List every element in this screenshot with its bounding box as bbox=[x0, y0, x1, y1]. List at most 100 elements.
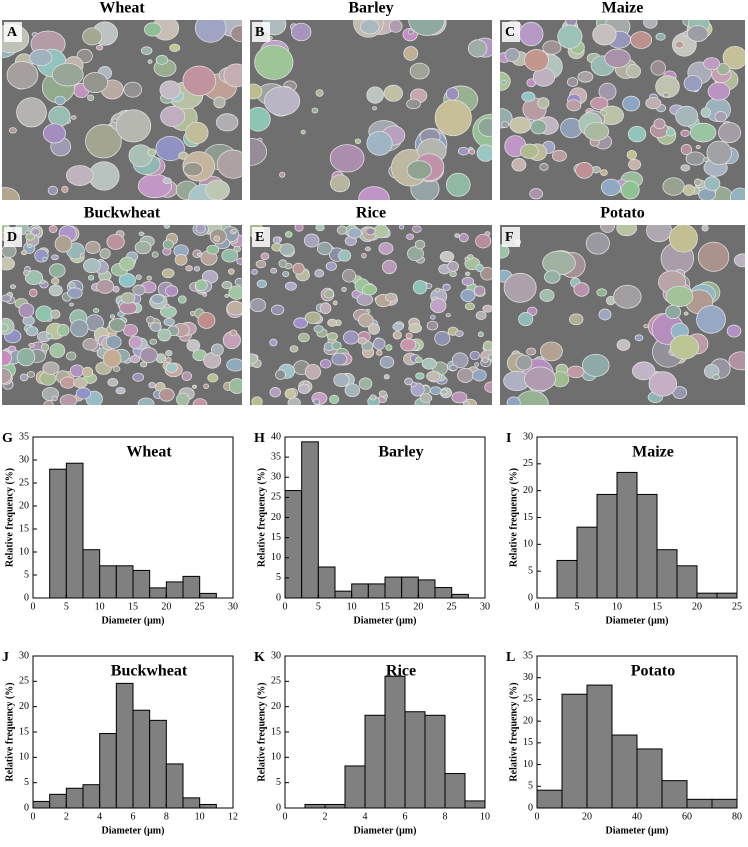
granule bbox=[447, 261, 459, 272]
granule bbox=[451, 391, 468, 404]
granule bbox=[509, 116, 532, 134]
granule bbox=[700, 107, 712, 118]
granule bbox=[406, 98, 421, 110]
granule bbox=[270, 304, 285, 316]
granule bbox=[347, 227, 362, 239]
panel-label-bg bbox=[4, 22, 22, 42]
bar bbox=[149, 719, 167, 809]
bar bbox=[404, 711, 426, 809]
granule bbox=[46, 333, 53, 339]
granule bbox=[2, 368, 12, 384]
granule bbox=[643, 20, 658, 29]
granule bbox=[406, 233, 414, 240]
granule bbox=[379, 355, 395, 369]
granule bbox=[414, 239, 426, 250]
bar bbox=[199, 803, 217, 809]
bar bbox=[401, 576, 419, 599]
granule bbox=[406, 160, 432, 180]
granule bbox=[583, 122, 610, 141]
granule bbox=[122, 323, 138, 337]
bar bbox=[424, 714, 446, 809]
y-tick-label: 30 bbox=[19, 650, 29, 661]
bar bbox=[65, 787, 84, 809]
granule bbox=[304, 363, 321, 380]
granule bbox=[272, 236, 281, 244]
panel-label-bg bbox=[252, 22, 270, 42]
granule bbox=[665, 285, 694, 307]
y-tick-label: 0 bbox=[24, 592, 29, 603]
bar bbox=[49, 468, 67, 599]
granule bbox=[120, 292, 136, 304]
y-tick-label: 0 bbox=[24, 802, 29, 813]
granule bbox=[468, 148, 476, 155]
granule bbox=[147, 59, 153, 64]
granule bbox=[477, 331, 484, 338]
granule bbox=[445, 313, 451, 318]
granule bbox=[383, 84, 403, 102]
y-tick-label: 15 bbox=[19, 523, 29, 534]
granule bbox=[467, 39, 488, 58]
granule bbox=[628, 158, 642, 171]
granule bbox=[105, 335, 122, 349]
granule bbox=[409, 62, 430, 80]
granule bbox=[192, 398, 208, 405]
micrograph bbox=[500, 20, 745, 200]
granule bbox=[653, 118, 666, 130]
granule bbox=[539, 341, 563, 362]
y-tick-label: 20 bbox=[19, 500, 29, 511]
granule bbox=[83, 258, 101, 274]
granule bbox=[634, 334, 644, 342]
granule bbox=[577, 71, 594, 83]
bar bbox=[417, 579, 436, 599]
x-tick-label: 30 bbox=[228, 601, 238, 612]
y-tick-label: 35 bbox=[19, 431, 29, 442]
granule bbox=[356, 293, 374, 306]
y-tick-label: 15 bbox=[523, 512, 533, 523]
granule bbox=[68, 282, 76, 289]
granule bbox=[383, 374, 390, 380]
bar bbox=[317, 566, 336, 599]
granule bbox=[457, 146, 470, 156]
granule bbox=[726, 324, 742, 338]
granule bbox=[729, 187, 745, 200]
granule bbox=[358, 377, 373, 390]
micrograph bbox=[2, 225, 242, 405]
granule bbox=[129, 355, 141, 364]
granule bbox=[332, 300, 338, 306]
x-tick-label: 10 bbox=[347, 601, 357, 612]
granule bbox=[95, 44, 104, 51]
y-tick-label: 10 bbox=[523, 539, 533, 550]
granule bbox=[632, 361, 656, 381]
granule bbox=[662, 92, 670, 98]
granule bbox=[454, 233, 460, 238]
bar bbox=[115, 682, 134, 809]
granule bbox=[28, 342, 35, 348]
granule bbox=[195, 279, 208, 292]
granule bbox=[405, 332, 413, 339]
granule bbox=[165, 285, 179, 297]
granule bbox=[696, 305, 726, 334]
granule bbox=[8, 127, 17, 134]
granule bbox=[48, 263, 66, 278]
granule bbox=[287, 397, 301, 405]
granule bbox=[146, 316, 155, 324]
granule bbox=[157, 328, 172, 342]
granule bbox=[304, 311, 322, 324]
granule bbox=[665, 127, 676, 137]
y-tick-label: 30 bbox=[19, 454, 29, 465]
bar bbox=[149, 587, 167, 599]
granule bbox=[224, 294, 230, 298]
micrograph-content bbox=[2, 225, 242, 405]
granule bbox=[464, 302, 475, 311]
granule bbox=[388, 20, 403, 33]
x-tick-label: 25 bbox=[195, 601, 205, 612]
granule bbox=[613, 284, 642, 309]
granule bbox=[500, 120, 510, 128]
granule bbox=[82, 338, 98, 351]
granule bbox=[221, 281, 233, 290]
y-tick-label: 0 bbox=[528, 592, 533, 603]
granule bbox=[85, 124, 122, 159]
granule bbox=[315, 89, 324, 97]
granule bbox=[598, 82, 617, 101]
y-tick-label: 5 bbox=[24, 777, 29, 788]
